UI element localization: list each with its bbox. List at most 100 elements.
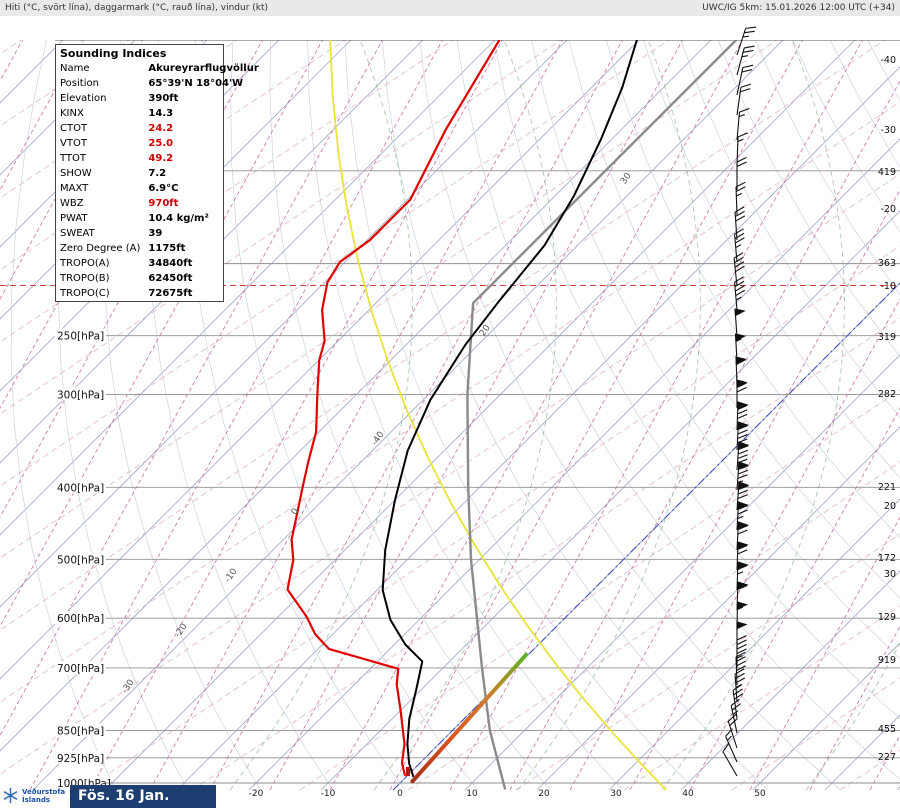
pressure-axis-label: 300[hPa] (57, 389, 104, 401)
pressure-axis-label: 600[hPa] (57, 613, 104, 625)
right-axis-label: 455 (878, 724, 896, 735)
wind-barb (736, 107, 750, 141)
temperature-line (381, 40, 638, 778)
wind-barb (736, 132, 748, 166)
wind-barb (734, 308, 746, 338)
right-axis-label: 363 (878, 258, 896, 269)
wind-barb (736, 379, 748, 408)
parcel-indicator-line (410, 652, 529, 784)
wind-barb (736, 64, 754, 96)
axis-labels: 250[hPa] 300[hPa] 400[hPa] 500[hPa] 600[hPa]… (55, 55, 896, 799)
wind-barb (736, 501, 749, 531)
index-row: Position 65°39'N 18°04'W (56, 76, 263, 91)
index-row: TROPO(B) 62450ft (56, 271, 263, 286)
index-value: 24.2 (148, 123, 174, 134)
wind-barb (736, 83, 752, 116)
index-value: 65°39'N 18°04'W (148, 78, 244, 89)
temperature-axis-label: -20 (249, 789, 264, 799)
right-axis-label: -30 (880, 125, 896, 136)
index-label: CTOT (60, 123, 88, 134)
pressure-axis-label: 925[hPa] (57, 753, 104, 765)
index-label: PWAT (60, 213, 88, 224)
temperature-axis-label: 20 (538, 789, 550, 799)
wind-barb (736, 401, 749, 431)
wind-barb (734, 276, 746, 311)
temperature-axis-label: 30 (610, 789, 622, 799)
wind-barb (735, 181, 746, 216)
index-label: TROPO(B) (60, 273, 110, 284)
index-row: KINX 14.3 (56, 106, 263, 121)
index-value: 7.2 (148, 168, 167, 179)
index-value: 1175ft (148, 243, 186, 254)
right-axis-label: 282 (878, 389, 896, 400)
index-value: 49.2 (148, 153, 174, 164)
standard-atmosphere-line (466, 40, 738, 790)
diagonal-line-label: -40 (370, 430, 387, 448)
index-label: SWEAT (60, 228, 95, 239)
right-axis-label: -40 (880, 55, 896, 66)
wind-barb (732, 684, 744, 719)
wind-barb (736, 541, 749, 571)
index-value: 39 (148, 228, 163, 239)
wind-barb (736, 561, 749, 591)
chart-legend-text: Hiti (°C, svört lína), daggarmark (°C, r… (5, 3, 269, 13)
valid-time-badge[interactable]: Fös. 16 Jan. 22:00 (70, 785, 216, 808)
index-value: 62450ft (148, 273, 193, 284)
logo-text: Veðurstofa Íslands (22, 788, 65, 804)
index-value: 390ft (148, 93, 179, 104)
wind-barb (736, 521, 749, 551)
logo-text-line2: Íslands (22, 795, 51, 804)
indices-table: Name Akureyrarflugvöllur Position 65°39'N 1… (56, 61, 263, 301)
wind-barb (736, 45, 755, 76)
right-axis-label: -20 (880, 204, 896, 215)
diagonal-line-label: 0 (290, 506, 302, 517)
index-label: MAXT (60, 183, 89, 194)
index-value: 72675ft (148, 288, 193, 299)
wind-barb (734, 206, 746, 241)
index-row: Name Akureyrarflugvöllur (56, 61, 263, 76)
index-label: Zero Degree (A) (60, 243, 141, 254)
diagonal-line-label: -20 (173, 622, 190, 640)
vedurstofa-logo: Veðurstofa Íslands (2, 787, 65, 804)
temperature-axis-label: -10 (321, 789, 336, 799)
wind-barb (730, 698, 741, 734)
index-label: TTOT (60, 153, 87, 164)
index-row: Zero Degree (A) 1175ft (56, 241, 263, 256)
index-row: PWAT 10.4 kg/m² (56, 211, 263, 226)
dewpoint-line (286, 40, 501, 777)
sounding-curves (286, 40, 738, 790)
index-row: VTOT 25.0 (56, 136, 263, 151)
wind-barb (735, 651, 747, 686)
index-value: 970ft (148, 198, 179, 209)
index-value: 34840ft (148, 258, 193, 269)
right-axis-label: 221 (878, 482, 896, 493)
wind-barb (736, 157, 747, 190)
surface-marker (406, 767, 410, 776)
temperature-axis-label: 40 (682, 789, 694, 799)
temperature-axis-label: 10 (466, 789, 478, 799)
wind-barb (736, 481, 750, 511)
index-row: TROPO(C) 72675ft (56, 286, 263, 301)
right-axis-label: 30 (884, 569, 896, 580)
logo-text-line1: Veðurstofa (22, 787, 66, 796)
index-value: 6.9°C (148, 183, 179, 194)
pressure-axis-label: 700[hPa] (57, 663, 104, 675)
index-row: Elevation 390ft (56, 91, 263, 106)
pressure-axis-label: 500[hPa] (57, 554, 104, 566)
model-run-info: UWC/IG 5km: 15.01.2026 12:00 UTC (+34) (702, 3, 895, 13)
right-axis-label: 319 (878, 332, 896, 343)
index-value: 14.3 (148, 108, 174, 119)
index-row: MAXT 6.9°C (56, 181, 263, 196)
index-value: 10.4 kg/m² (148, 213, 209, 224)
right-axis-label: 129 (878, 612, 896, 623)
temperature-axis-label: 50 (754, 789, 766, 799)
index-row: SHOW 7.2 (56, 166, 263, 181)
index-value: 25.0 (148, 138, 174, 149)
wind-barb (722, 742, 738, 777)
wind-barb (727, 713, 738, 749)
index-label: TROPO(C) (60, 288, 110, 299)
index-value: Akureyrarflugvöllur (148, 63, 259, 74)
wind-barb (736, 635, 747, 668)
diagonal-line-label: 30 (619, 171, 634, 186)
